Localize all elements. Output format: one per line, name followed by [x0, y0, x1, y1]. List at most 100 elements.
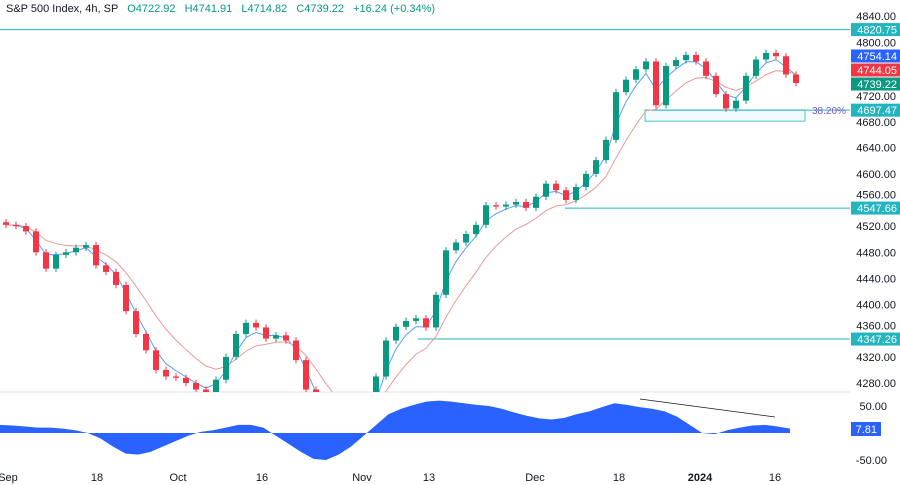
- candle-body: [413, 318, 419, 321]
- candle-body: [203, 389, 209, 392]
- x-tick-label: 18: [91, 472, 103, 484]
- candle-body: [423, 318, 429, 328]
- candle-body: [213, 379, 219, 392]
- y-tick-label: 4320.00: [856, 352, 896, 364]
- candle-body: [373, 376, 379, 392]
- candle-body: [513, 201, 519, 205]
- x-tick-label: Sep: [0, 472, 18, 484]
- candle-body: [83, 245, 89, 248]
- candle-body: [263, 327, 269, 339]
- slow-moving-average-line: [5, 70, 797, 392]
- plot-area: [0, 29, 850, 436]
- candle-body: [763, 52, 769, 60]
- candle-body: [43, 252, 49, 269]
- candle-body: [613, 92, 619, 140]
- x-tick-label: Oct: [169, 472, 186, 484]
- candle-body: [163, 369, 169, 377]
- candle-body: [693, 54, 699, 62]
- x-tick-label: 16: [256, 472, 268, 484]
- level-badge: 4697.47: [857, 105, 897, 117]
- candle-body: [293, 340, 299, 361]
- candle-body: [703, 61, 709, 76]
- candle-body: [453, 242, 459, 251]
- candle-body: [773, 52, 779, 57]
- level-badge-bg: [851, 103, 900, 117]
- divergence-trendline: [639, 398, 776, 418]
- level-badge-bg: [851, 332, 900, 346]
- candle-body: [103, 265, 109, 272]
- last-price-badge-bg: [851, 77, 900, 91]
- legend-header: S&P 500 Index, 4h, SP O4722.92 H4741.91 …: [6, 3, 435, 15]
- candle-body: [303, 360, 309, 390]
- y-tick-label: 4840.00: [856, 11, 896, 23]
- candle-body: [73, 247, 79, 253]
- level-badge-bg: [851, 201, 900, 215]
- candle-body: [523, 201, 529, 208]
- candle-body: [643, 61, 649, 70]
- candle-body: [473, 224, 479, 234]
- symbol-title[interactable]: S&P 500 Index, 4h, SP: [6, 3, 119, 15]
- x-tick-label: 18: [613, 472, 625, 484]
- y-tick-label: 4400.00: [856, 300, 896, 312]
- candle-body: [323, 416, 329, 436]
- candle-body: [233, 333, 239, 357]
- candle-body: [493, 205, 499, 207]
- x-tick-label: 13: [423, 472, 435, 484]
- fib-zone-box: [644, 109, 806, 122]
- candle-body: [223, 356, 229, 380]
- candle-body: [603, 139, 609, 161]
- candle-body: [573, 186, 579, 201]
- candle-body: [33, 231, 39, 253]
- candle-body: [783, 56, 789, 75]
- candle-body: [383, 340, 389, 377]
- osc-value-badge: 7.81: [856, 424, 877, 436]
- candle-body: [623, 79, 629, 93]
- candle-body: [153, 350, 159, 370]
- candle-body: [433, 294, 439, 328]
- candle-body: [243, 322, 249, 334]
- osc-tick-label: -50.00: [856, 455, 887, 467]
- last-price-badge: 4739.22: [857, 79, 897, 91]
- high-value: H4741.91: [184, 3, 233, 15]
- candle-body: [113, 271, 119, 285]
- level-badge: 4820.75: [857, 25, 897, 37]
- candle-body: [133, 311, 139, 334]
- level-badge: 4547.66: [857, 203, 897, 215]
- ma-fast-badge-bg: [851, 49, 900, 63]
- y-tick-label: 4640.00: [856, 143, 896, 155]
- close-value: C4739.22: [296, 3, 345, 15]
- fib-label: 38.20%: [812, 106, 846, 117]
- candle-body: [653, 61, 659, 106]
- level-badge: 4347.26: [857, 334, 897, 346]
- candle-body: [793, 74, 799, 84]
- level-badge-bg: [851, 23, 900, 37]
- candle-body: [193, 383, 199, 390]
- candle-body: [23, 226, 29, 232]
- candle-body: [63, 252, 69, 255]
- candle-body: [143, 333, 149, 351]
- y-tick-label: 4680.00: [856, 117, 896, 129]
- x-tick-label: Nov: [352, 472, 372, 484]
- candle-body: [403, 320, 409, 327]
- candle-body: [743, 75, 749, 101]
- y-tick-label: 4800.00: [856, 38, 896, 50]
- y-tick-label: 4360.00: [856, 321, 896, 333]
- candle-body: [283, 335, 289, 341]
- candle-body: [313, 389, 319, 392]
- y-tick-label: 4520.00: [856, 221, 896, 233]
- candle-body: [673, 60, 679, 67]
- candle-body: [583, 173, 589, 187]
- candle-body: [273, 335, 279, 339]
- candle-body: [713, 75, 719, 95]
- candle-body: [753, 59, 759, 76]
- candle-body: [183, 377, 189, 384]
- osc-value-badge-bg: [851, 422, 881, 436]
- candle-body: [13, 224, 19, 227]
- change-value: +16.24 (+0.34%): [353, 3, 436, 15]
- candle-body: [393, 326, 399, 341]
- ma-slow-badge: 4744.05: [857, 65, 897, 77]
- candle-body: [553, 183, 559, 191]
- open-value: O4722.92: [127, 3, 176, 15]
